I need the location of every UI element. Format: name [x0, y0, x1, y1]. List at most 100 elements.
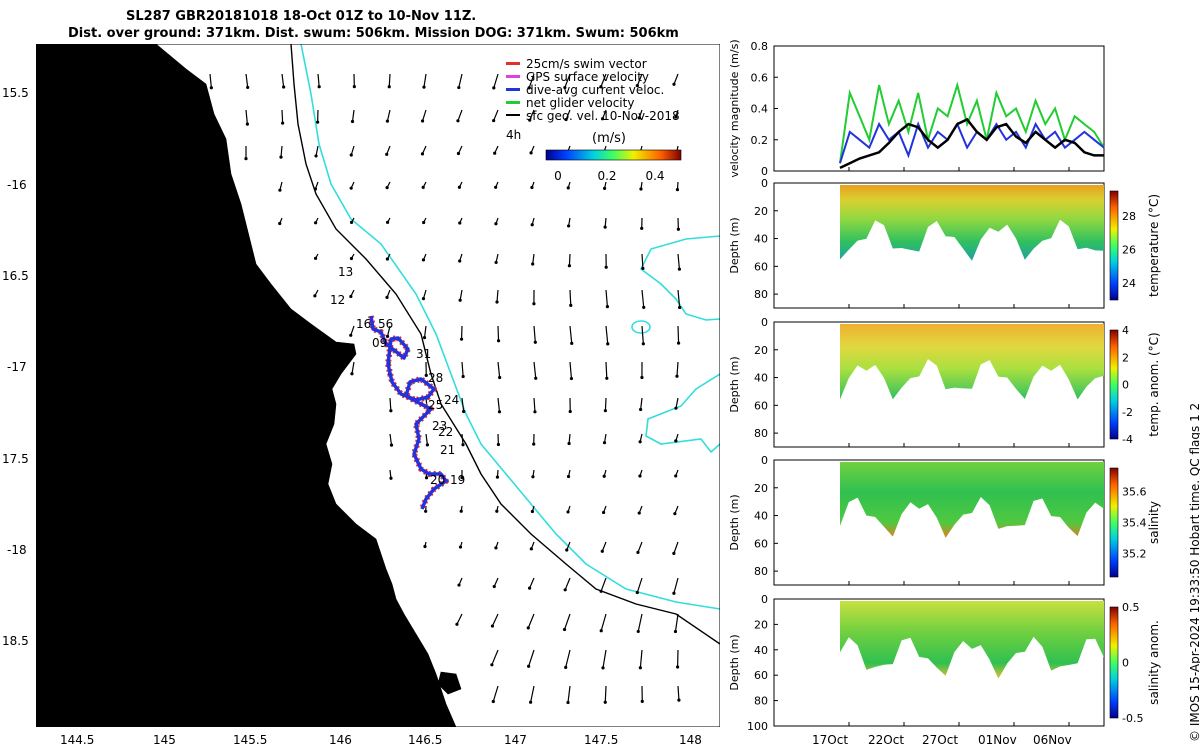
land-mass [36, 44, 457, 727]
geo-velocity-vector-head [604, 265, 608, 269]
geo-velocity-vector-head [603, 409, 608, 413]
legend-item-2: dive-avg current veloc. [526, 83, 664, 97]
geo-velocity-vector-head [420, 119, 425, 123]
geo-velocity-vector-head [278, 221, 282, 226]
geo-velocity-vector-head [602, 474, 606, 478]
ytick-label: 0 [761, 593, 768, 606]
legend-item-3: net glider velocity [526, 96, 634, 110]
map-xtick-7: 148 [679, 733, 702, 747]
geo-velocity-vector-head [314, 154, 318, 158]
side-note: © IMOS 15-Apr-2024 19:33:50 Hobart time.… [1188, 403, 1200, 742]
geo-velocity-vector [281, 109, 284, 124]
data-field [840, 601, 1104, 679]
geo-velocity-vector-head [532, 442, 536, 446]
geo-velocity-vector-head [458, 545, 463, 549]
geo-velocity-vector-head [313, 294, 317, 298]
geo-velocity-vector [461, 397, 465, 412]
geo-velocity-vector-head [459, 337, 464, 341]
geo-velocity-vector-head [456, 119, 460, 123]
geo-velocity-vector [641, 325, 644, 344]
ytick-label: 60 [754, 260, 768, 273]
geo-velocity-vector-head [349, 256, 354, 261]
geo-velocity-vector-head [528, 118, 532, 122]
geo-velocity-vector-head [635, 590, 639, 595]
geo-velocity-vector [677, 685, 680, 701]
geo-velocity-vector [602, 649, 607, 668]
legend-swatch-1 [506, 75, 520, 78]
legend-item-1: GPS surface velocity [526, 70, 649, 84]
geo-velocity-vector-head [494, 260, 498, 265]
geo-velocity-vector-head [459, 509, 463, 513]
geo-velocity-vector-head [673, 629, 678, 634]
geo-velocity-vector-head [494, 185, 498, 189]
time-tick-1: 22Oct [868, 733, 905, 747]
geo-velocity-vector [636, 73, 643, 86]
geo-velocity-vector-head [458, 221, 462, 225]
geo-velocity-vector-head [673, 512, 677, 516]
geo-velocity-vector-head [496, 339, 501, 343]
geo-velocity-vector-head [672, 591, 676, 595]
geo-velocity-vector [533, 325, 536, 343]
geo-velocity-vector-head [603, 225, 607, 229]
geo-velocity-vector [563, 613, 571, 630]
geo-velocity-vector-head [641, 342, 645, 346]
ytick-label: 80 [754, 427, 768, 440]
geo-velocity-vector-head [457, 185, 462, 189]
geostrophic-velocity-field [209, 73, 682, 705]
map-xtick-2: 145.5 [233, 733, 268, 747]
colorbar-tick: -4 [1122, 433, 1133, 446]
ylabel: Depth (m) [728, 217, 741, 273]
colorbar-tick-0: 0 [554, 169, 562, 183]
legend-item-4: sfc geo. vel. 10-Nov-2018 [526, 109, 680, 123]
ytick-label: 80 [754, 288, 768, 301]
time-tick-4: 06Nov [1033, 733, 1072, 747]
geo-velocity-vector [565, 109, 571, 120]
colorbar-tick: 24 [1122, 277, 1136, 290]
geo-velocity-vector-head [672, 82, 676, 86]
geo-velocity-vector [528, 73, 535, 89]
geo-velocity-vector [605, 325, 609, 344]
geo-velocity-vector [530, 685, 535, 703]
glider-track [369, 315, 448, 510]
day-label: 23 [432, 419, 447, 433]
geo-velocity-vector [569, 325, 573, 344]
geo-velocity-vector-head [421, 258, 426, 262]
colorbar-tick: 2 [1122, 351, 1129, 364]
panel-0: 0 0.2 0.4 0.6 0.8 velocity magnitude (m/s) [728, 39, 1105, 178]
ytick-label: 0 [761, 316, 768, 329]
geo-velocity-vector-head [349, 333, 353, 337]
title-line-1: SL287 GBR20181018 18-Oct 01Z to 10-Nov 1… [126, 9, 477, 24]
geo-velocity-vector-head [385, 186, 389, 190]
geo-velocity-vector-head [640, 699, 644, 704]
colorbar-tick: 28 [1122, 210, 1136, 223]
geo-velocity-vector-head [460, 475, 464, 480]
geo-velocity-vector-head [423, 544, 427, 549]
legend-swatch-0 [506, 62, 520, 65]
time-tick-3: 01Nov [978, 733, 1017, 747]
day-label: 20 [430, 473, 445, 487]
geo-velocity-vector-head [313, 221, 318, 225]
colorbar-tick: 35.2 [1122, 548, 1147, 561]
day-label: 22 [438, 425, 453, 439]
geo-velocity-vector [564, 577, 571, 591]
map-ytick-6: 18.5 [2, 634, 29, 648]
geo-velocity-vector-head [495, 300, 499, 304]
geo-velocity-vector-head [639, 187, 643, 191]
geo-velocity-vector [491, 649, 499, 666]
geo-velocity-vector-head [674, 474, 678, 478]
geo-velocity-vector [461, 433, 464, 445]
geo-velocity-vector-head [455, 622, 459, 626]
ytick-label: 80 [754, 695, 768, 708]
map-panel: 13 12 16 56 09 31 28 25 24 23 22 21 20 19 25cm/s swim… [36, 44, 720, 727]
colorbar-label: temperature (°C) [1147, 194, 1161, 297]
colorbar-tick: 26 [1122, 244, 1136, 257]
geo-velocity-vector-head [601, 666, 605, 670]
geo-velocity-vector [457, 109, 463, 122]
geo-velocity-vector-head [529, 700, 533, 704]
map-xtick-4: 146.5 [408, 733, 443, 747]
ylabel: Depth (m) [728, 634, 741, 690]
geo-velocity-vector-head [600, 117, 605, 121]
geo-velocity-vector-head [492, 86, 496, 90]
geo-velocity-vector-head [602, 186, 607, 191]
